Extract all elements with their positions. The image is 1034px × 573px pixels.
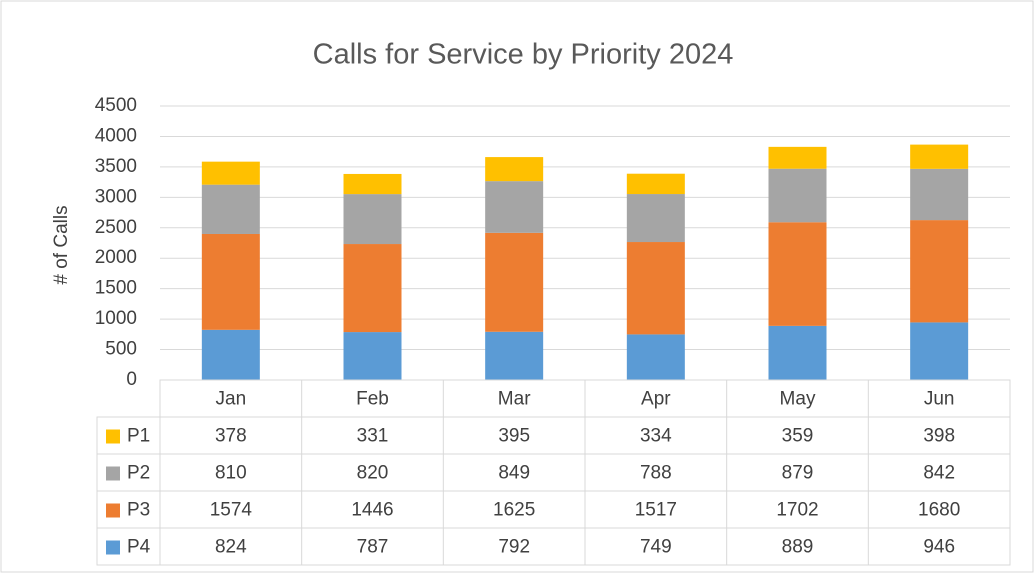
table-value: 842 xyxy=(923,463,955,484)
bar-segment xyxy=(626,242,685,335)
x-tick-label: Jun xyxy=(924,389,955,410)
table-value: 788 xyxy=(640,463,672,484)
y-tick-label: 2000 xyxy=(95,247,137,268)
table-value: 1680 xyxy=(918,500,960,521)
bar-segment xyxy=(910,144,969,169)
x-tick-label: Mar xyxy=(498,389,531,410)
y-tick-label: 500 xyxy=(105,339,137,360)
bar-segment xyxy=(768,325,827,380)
bar-segment xyxy=(626,173,685,195)
table-value: 889 xyxy=(782,537,814,558)
table-value: 820 xyxy=(357,463,389,484)
x-tick-label: May xyxy=(780,389,816,410)
legend-key xyxy=(106,540,120,555)
x-tick-label: Feb xyxy=(356,389,389,410)
table-value: 792 xyxy=(498,537,530,558)
y-tick-label: 4500 xyxy=(95,95,137,116)
y-tick-label: 1000 xyxy=(95,308,137,329)
table-value: 1574 xyxy=(210,500,253,521)
legend-label: P3 xyxy=(127,500,150,521)
legend-key xyxy=(106,503,120,518)
bar-segment xyxy=(485,181,544,233)
x-tick-label: Apr xyxy=(641,389,671,410)
bar-segment xyxy=(201,329,260,380)
table-value: 331 xyxy=(357,426,389,447)
legend-label: P2 xyxy=(127,463,150,484)
bar-segment xyxy=(910,322,969,380)
table-value: 879 xyxy=(782,463,814,484)
table-value: 378 xyxy=(215,426,247,447)
bar-segment xyxy=(343,244,402,333)
bar-segment xyxy=(485,157,544,182)
table-value: 1702 xyxy=(776,500,818,521)
legend-key xyxy=(106,466,120,481)
bar-segment xyxy=(626,334,685,380)
table-value: 946 xyxy=(923,537,955,558)
bar-segment xyxy=(626,194,685,243)
table-value: 359 xyxy=(782,426,814,447)
bar-segment xyxy=(485,232,544,332)
legend-label: P1 xyxy=(127,426,150,447)
bar-segment xyxy=(910,168,969,221)
bar-segment xyxy=(201,184,260,234)
bar-segment xyxy=(343,173,402,195)
table-value: 1446 xyxy=(351,500,393,521)
bar-segment xyxy=(343,332,402,380)
bar-segment xyxy=(768,222,827,326)
y-tick-label: 3000 xyxy=(95,186,137,207)
table-value: 1517 xyxy=(635,500,677,521)
table-value: 810 xyxy=(215,463,247,484)
bar-segment xyxy=(768,168,827,223)
table-value: 787 xyxy=(357,537,389,558)
table-value: 1625 xyxy=(493,500,535,521)
legend-label: P4 xyxy=(127,537,151,558)
bar-segment xyxy=(768,146,827,169)
y-tick-label: 4000 xyxy=(95,125,137,146)
bar-segment xyxy=(485,331,544,380)
table-value: 849 xyxy=(498,463,530,484)
x-tick-label: Jan xyxy=(216,389,247,410)
table-value: 824 xyxy=(215,537,247,558)
y-tick-label: 2500 xyxy=(95,217,137,238)
bar-segment xyxy=(201,233,260,330)
bar-segment xyxy=(343,194,402,245)
y-tick-label: 1500 xyxy=(95,278,137,299)
table-value: 334 xyxy=(640,426,672,447)
y-tick-label: 3500 xyxy=(95,156,137,177)
bar-segment xyxy=(910,220,969,323)
legend-key xyxy=(106,429,120,444)
y-axis-label: # of Calls xyxy=(51,205,72,284)
table-value: 749 xyxy=(640,537,672,558)
bar-segment xyxy=(201,161,260,185)
table-value: 398 xyxy=(923,426,955,447)
chart-title: Calls for Service by Priority 2024 xyxy=(313,39,734,71)
y-tick-label: 0 xyxy=(126,369,137,390)
table-value: 395 xyxy=(498,426,530,447)
